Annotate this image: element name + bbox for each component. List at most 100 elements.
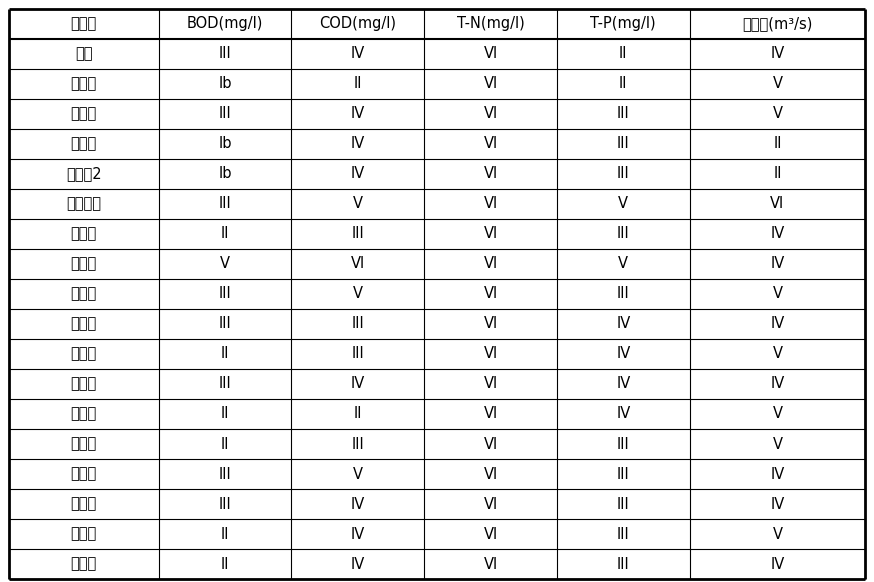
Text: VI: VI [483, 286, 497, 301]
Text: IV: IV [350, 527, 365, 542]
Text: IV: IV [770, 377, 785, 392]
Text: II: II [221, 406, 229, 421]
Text: VI: VI [483, 556, 497, 572]
Text: II: II [221, 226, 229, 242]
Text: 칠원천: 칠원천 [71, 406, 97, 421]
Text: VI: VI [483, 76, 497, 91]
Text: VI: VI [483, 257, 497, 271]
Text: III: III [617, 226, 629, 242]
Text: II: II [221, 556, 229, 572]
Text: II: II [773, 136, 781, 151]
Text: V: V [773, 406, 782, 421]
Text: IV: IV [616, 406, 630, 421]
Text: 상남천: 상남천 [71, 556, 97, 572]
Text: VI: VI [483, 527, 497, 542]
Text: T-P(mg/l): T-P(mg/l) [591, 16, 656, 31]
Text: IV: IV [350, 46, 365, 61]
Text: VI: VI [483, 46, 497, 61]
Text: IV: IV [616, 377, 630, 392]
Text: III: III [351, 317, 364, 331]
Text: III: III [351, 346, 364, 361]
Text: VI: VI [483, 377, 497, 392]
Text: V: V [773, 527, 782, 542]
Text: III: III [617, 286, 629, 301]
Text: 본리천: 본리천 [71, 226, 97, 242]
Text: 남천: 남천 [75, 46, 93, 61]
Text: T-N(mg/l): T-N(mg/l) [456, 16, 524, 31]
Text: II: II [353, 406, 362, 421]
Text: 초동천: 초동천 [71, 527, 97, 542]
Text: III: III [218, 46, 232, 61]
Text: VI: VI [483, 496, 497, 512]
Text: IV: IV [350, 556, 365, 572]
Text: III: III [617, 166, 629, 182]
Text: Ib: Ib [218, 166, 232, 182]
Text: VI: VI [483, 436, 497, 452]
Text: III: III [617, 107, 629, 121]
Text: III: III [617, 556, 629, 572]
Text: V: V [773, 286, 782, 301]
Text: IV: IV [350, 166, 365, 182]
Text: V: V [220, 257, 230, 271]
Text: IV: IV [770, 467, 785, 481]
Text: VI: VI [483, 406, 497, 421]
Text: II: II [773, 166, 781, 182]
Text: III: III [218, 496, 232, 512]
Text: 진천천2: 진천천2 [66, 166, 101, 182]
Text: 용하천: 용하천 [71, 257, 97, 271]
Text: III: III [617, 436, 629, 452]
Text: II: II [619, 46, 628, 61]
Text: V: V [773, 107, 782, 121]
Text: BOD(mg/l): BOD(mg/l) [187, 16, 263, 31]
Text: IV: IV [350, 136, 365, 151]
Text: III: III [617, 496, 629, 512]
Text: 기세공천: 기세공천 [66, 196, 101, 211]
Text: V: V [773, 346, 782, 361]
Text: IV: IV [350, 496, 365, 512]
Text: VI: VI [483, 346, 497, 361]
Text: II: II [221, 436, 229, 452]
Text: VI: VI [483, 467, 497, 481]
Text: VI: VI [483, 166, 497, 182]
Text: III: III [218, 377, 232, 392]
Text: IV: IV [350, 377, 365, 392]
Text: II: II [619, 76, 628, 91]
Text: III: III [617, 136, 629, 151]
Text: III: III [218, 107, 232, 121]
Text: 하초천: 하초천 [71, 346, 97, 361]
Text: V: V [353, 286, 363, 301]
Text: VI: VI [483, 226, 497, 242]
Text: IV: IV [616, 317, 630, 331]
Text: 화포천: 화포천 [71, 496, 97, 512]
Text: 지점명: 지점명 [71, 16, 97, 31]
Text: III: III [351, 436, 364, 452]
Text: IV: IV [770, 556, 785, 572]
Text: V: V [353, 196, 363, 211]
Text: III: III [218, 286, 232, 301]
Text: IV: IV [770, 257, 785, 271]
Text: VI: VI [350, 257, 365, 271]
Text: 가좌천: 가좌천 [71, 317, 97, 331]
Text: 동화천: 동화천 [71, 76, 97, 91]
Text: VI: VI [483, 196, 497, 211]
Text: VI: VI [483, 317, 497, 331]
Text: 용호천: 용호천 [71, 286, 97, 301]
Text: II: II [221, 346, 229, 361]
Text: V: V [773, 436, 782, 452]
Text: 달서천: 달서천 [71, 136, 97, 151]
Text: III: III [617, 527, 629, 542]
Text: V: V [618, 257, 628, 271]
Text: Ib: Ib [218, 76, 232, 91]
Text: 비유량(m³/s): 비유량(m³/s) [742, 16, 813, 31]
Text: 팔거천: 팔거천 [71, 107, 97, 121]
Text: III: III [218, 467, 232, 481]
Text: IV: IV [350, 107, 365, 121]
Text: II: II [221, 527, 229, 542]
Text: III: III [351, 226, 364, 242]
Text: VI: VI [483, 107, 497, 121]
Text: COD(mg/l): COD(mg/l) [319, 16, 396, 31]
Text: IV: IV [770, 496, 785, 512]
Text: II: II [353, 76, 362, 91]
Text: III: III [218, 196, 232, 211]
Text: V: V [773, 76, 782, 91]
